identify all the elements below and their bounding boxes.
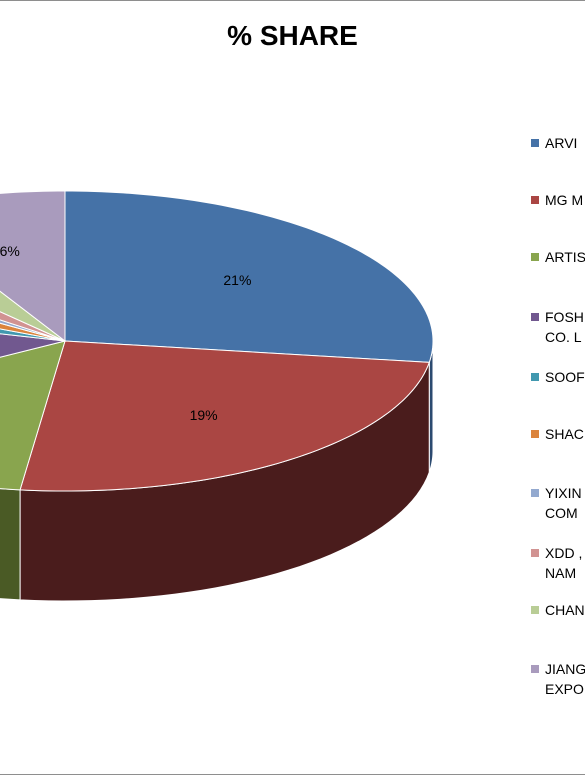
legend-swatch-7	[531, 549, 539, 557]
legend-label-7: XDD , NAM	[545, 545, 583, 581]
legend-label-8: CHAN	[545, 602, 585, 618]
data-label-1: 19%	[190, 407, 218, 423]
legend-label-2: ARTIS	[545, 249, 585, 265]
legend-label-5: SHAC	[545, 426, 584, 442]
chart-legend: ARVI MG M ARTIS FOSH CO. L SOOF SHAC YIXIN COM…	[531, 0, 585, 775]
pie-slice-2	[0, 340, 66, 491]
legend-swatch-0	[531, 139, 539, 147]
legend-swatch-1	[531, 196, 539, 204]
legend-swatch-2	[531, 253, 539, 261]
pie-side-2	[0, 488, 21, 601]
data-label-9: 6%	[0, 243, 20, 259]
legend-label-4: SOOF	[545, 369, 585, 385]
pie-slice-9	[0, 190, 66, 343]
data-label-0: 21%	[223, 272, 251, 288]
legend-swatch-6	[531, 489, 539, 497]
chart-title: % SHARE	[227, 20, 358, 51]
legend-label-9: JIANG EXPO	[545, 661, 585, 697]
legend-swatch-8	[531, 606, 539, 614]
legend-label-3: FOSH CO. L	[545, 309, 584, 345]
legend-label-1: MG M	[545, 192, 584, 208]
legend-swatch-3	[531, 313, 539, 321]
legend-label-0: ARVI	[545, 135, 578, 151]
pie-slice-0	[64, 190, 434, 363]
legend-swatch-4	[531, 373, 539, 381]
legend-swatch-9	[531, 665, 539, 673]
legend-label-6: YIXIN COM	[545, 485, 582, 521]
legend-swatch-5	[531, 430, 539, 438]
pie-slice-1	[19, 340, 430, 492]
